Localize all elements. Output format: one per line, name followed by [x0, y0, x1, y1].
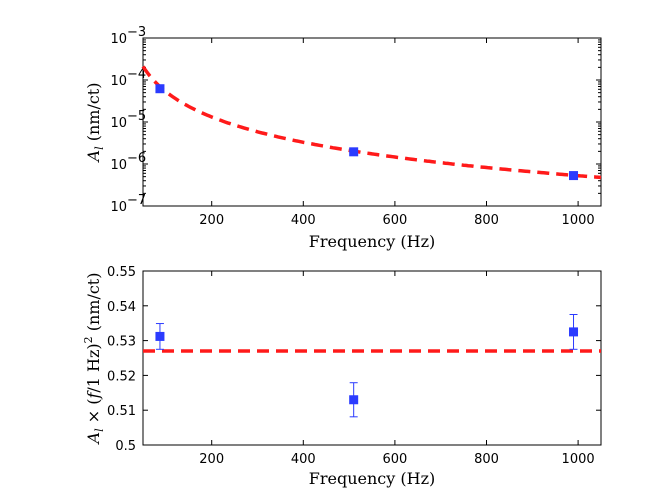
- bottom-data-point: [569, 327, 579, 337]
- top-y-tick-exponent: −5: [127, 109, 146, 124]
- bottom-x-tick-label: 600: [382, 452, 407, 467]
- top-x-tick-label: 800: [474, 213, 499, 228]
- top-y-tick-exponent: −6: [127, 151, 146, 166]
- top-data-points: [155, 84, 579, 181]
- bottom-y-axis-label: Al × (f/1 Hz)2 (nm/ct): [82, 273, 106, 446]
- top-y-ticks: 10−710−610−510−410−3: [110, 25, 601, 215]
- bottom-y-tick-label: 0.55: [107, 265, 136, 280]
- top-y-tick-label: 10: [110, 32, 127, 47]
- top-x-tick-label: 200: [199, 213, 224, 228]
- bottom-data-point: [349, 395, 359, 405]
- top-data-point: [155, 84, 165, 94]
- bottom-x-axis-label: Frequency (Hz): [309, 469, 436, 488]
- bottom-panel: 200 400 600 800 1000 0.5 0.51 0.52 0.53 0.54 0.55…: [82, 265, 602, 488]
- bottom-data-points: [155, 314, 579, 418]
- top-y-tick-label: 10: [110, 116, 127, 131]
- top-x-tick-label: 600: [382, 213, 407, 228]
- top-plot-frame: [142, 37, 602, 207]
- top-x-tick-label: 400: [291, 213, 316, 228]
- bottom-x-tick-label: 400: [291, 452, 316, 467]
- bottom-y-tick-label: 0.5: [115, 439, 136, 454]
- top-y-tick-exponent: −4: [127, 67, 146, 82]
- top-panel: 200 400 600 800 1000 10−710−610−510−410−3 Fr…: [84, 25, 602, 251]
- bottom-data-point: [155, 331, 165, 341]
- bottom-plot-frame: [142, 270, 602, 446]
- top-fit-curve: [141, 65, 602, 180]
- top-y-axis-label: Al (nm/ct): [84, 83, 106, 164]
- bottom-y-tick-label: 0.53: [107, 335, 136, 350]
- top-data-point: [569, 171, 579, 181]
- bottom-y-tick-label: 0.54: [107, 300, 136, 315]
- bottom-y-tick-label: 0.51: [107, 404, 136, 419]
- top-y-tick-exponent: −3: [127, 25, 146, 40]
- bottom-y-tick-label: 0.52: [107, 369, 136, 384]
- top-x-ticks: 200 400 600 800 1000: [199, 38, 595, 228]
- bottom-x-ticks: 200 400 600 800 1000: [199, 271, 595, 467]
- bottom-y-ticks: 0.5 0.51 0.52 0.53 0.54 0.55: [107, 265, 601, 454]
- top-x-axis-label: Frequency (Hz): [309, 232, 436, 251]
- top-data-point: [349, 147, 359, 157]
- bottom-x-tick-label: 200: [199, 452, 224, 467]
- bottom-x-tick-label: 800: [474, 452, 499, 467]
- top-y-tick-label: 10: [110, 74, 127, 89]
- top-y-tick-label: 10: [110, 200, 127, 215]
- top-x-tick-label: 1000: [562, 213, 595, 228]
- top-y-tick-label: 10: [110, 158, 127, 173]
- top-y-tick-exponent: −7: [127, 193, 146, 208]
- bottom-x-tick-label: 1000: [562, 452, 595, 467]
